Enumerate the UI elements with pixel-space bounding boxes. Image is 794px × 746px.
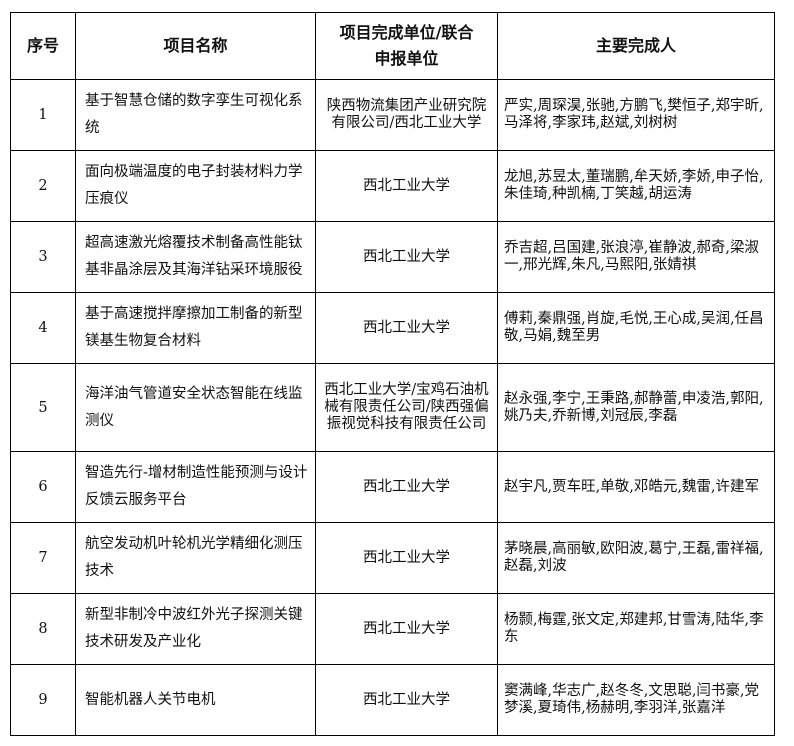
project-name: 智能机器人关节电机	[75, 664, 316, 736]
row-number: 3	[10, 221, 76, 293]
project-name: 海洋油气管道安全状态智能在线监测仪	[75, 363, 316, 452]
project-name: 新型非制冷中波红外光子探测关键技术研发及产业化	[75, 593, 316, 665]
completion-unit: 西北工业大学	[315, 292, 498, 364]
project-name: 基于高速搅拌摩擦加工制备的新型镁基生物复合材料	[75, 292, 316, 364]
completion-unit: 西北工业大学	[315, 593, 498, 665]
row-number: 8	[10, 593, 76, 665]
project-name: 智造先行-增材制造性能预测与设计反馈云服务平台	[75, 451, 316, 523]
row-number: 4	[10, 292, 76, 364]
table-row: 4 基于高速搅拌摩擦加工制备的新型镁基生物复合材料 西北工业大学 傅莉,秦鼎强,肖旋,…	[10, 292, 775, 364]
header-project-name: 项目名称	[75, 12, 316, 80]
table-row: 2 面向极端温度的电子封装材料力学压痕仪 西北工业大学 龙旭,苏昱太,董瑞鹏,牟天娇,…	[10, 150, 775, 222]
header-no: 序号	[10, 12, 76, 80]
main-contributors: 赵永强,李宁,王秉路,郝静蕾,申凌浩,郭阳,姚乃夫,乔新博,刘冠辰,李磊	[497, 363, 775, 452]
completion-unit: 西北工业大学	[315, 664, 498, 736]
row-number: 5	[10, 363, 76, 452]
completion-unit: 西北工业大学	[315, 522, 498, 594]
main-contributors: 茅晓晨,高丽敏,欧阳波,葛宁,王磊,雷祥福,赵磊,刘波	[497, 522, 775, 594]
row-number: 2	[10, 150, 76, 222]
main-contributors: 赵宇凡,贾车旺,单敬,邓皓元,魏雷,许建军	[497, 451, 775, 523]
table-row: 5 海洋油气管道安全状态智能在线监测仪 西北工业大学/宝鸡石油机械有限责任公司/陕西…	[10, 363, 775, 452]
header-unit: 项目完成单位/联合申报单位	[315, 12, 498, 80]
main-contributors: 杨颢,梅霆,张文定,郑建邦,甘雪涛,陆华,李东	[497, 593, 775, 665]
table-row: 8 新型非制冷中波红外光子探测关键技术研发及产业化 西北工业大学 杨颢,梅霆,张文定,…	[10, 593, 775, 665]
table-row: 9 智能机器人关节电机 西北工业大学 窦满峰,华志广,赵冬冬,文思聪,闫书豪,党梦溪,…	[10, 664, 775, 736]
main-contributors: 严实,周琛淏,张驰,方鹏飞,樊恒子,郑宇昕,马泽将,李家玮,赵斌,刘树树	[497, 79, 775, 151]
project-name: 面向极端温度的电子封装材料力学压痕仪	[75, 150, 316, 222]
completion-unit: 西北工业大学	[315, 221, 498, 293]
table-row: 7 航空发动机叶轮机光学精细化测压技术 西北工业大学 茅晓晨,高丽敏,欧阳波,葛宁,王…	[10, 522, 775, 594]
main-contributors: 乔吉超,吕国建,张浪渟,崔静波,郝奇,梁淑一,邢光辉,朱凡,马熙阳,张婧祺	[497, 221, 775, 293]
main-contributors: 龙旭,苏昱太,董瑞鹏,牟天娇,李娇,申子怡,朱佳琦,种凯楠,丁笑越,胡运涛	[497, 150, 775, 222]
main-contributors: 窦满峰,华志广,赵冬冬,文思聪,闫书豪,党梦溪,夏琦伟,杨赫明,李羽洋,张嘉洋	[497, 664, 775, 736]
project-name: 超高速激光熔覆技术制备高性能钛基非晶涂层及其海洋钻采环境服役	[75, 221, 316, 293]
completion-unit: 西北工业大学	[315, 150, 498, 222]
main-contributors: 傅莉,秦鼎强,肖旋,毛悦,王心成,吴润,任昌敬,马娟,魏至男	[497, 292, 775, 364]
table-row: 1 基于智慧仓储的数字孪生可视化系统 陕西物流集团产业研究院有限公司/西北工业大学严…	[10, 79, 775, 151]
row-number: 1	[10, 79, 76, 151]
completion-unit: 西北工业大学/宝鸡石油机械有限责任公司/陕西强偏振视觉科技有限责任公司	[315, 363, 498, 452]
completion-unit: 陕西物流集团产业研究院有限公司/西北工业大学	[315, 79, 498, 151]
row-number: 6	[10, 451, 76, 523]
project-name: 航空发动机叶轮机光学精细化测压技术	[75, 522, 316, 594]
row-number: 7	[10, 522, 76, 594]
header-row: 序号 项目名称 项目完成单位/联合申报单位 主要完成人	[10, 12, 775, 80]
row-number: 9	[10, 664, 76, 736]
table-row: 6 智造先行-增材制造性能预测与设计反馈云服务平台 西北工业大学 赵宇凡,贾车旺,单敬…	[10, 451, 775, 523]
project-name: 基于智慧仓储的数字孪生可视化系统	[75, 79, 316, 151]
table-row: 3 超高速激光熔覆技术制备高性能钛基非晶涂层及其海洋钻采环境服役 西北工业大学 乔吉超…	[10, 221, 775, 293]
awards-table: 序号 项目名称 项目完成单位/联合申报单位 主要完成人 1 基于智慧仓储的数字孪生…	[10, 12, 775, 736]
header-people: 主要完成人	[497, 12, 775, 80]
completion-unit: 西北工业大学	[315, 451, 498, 523]
